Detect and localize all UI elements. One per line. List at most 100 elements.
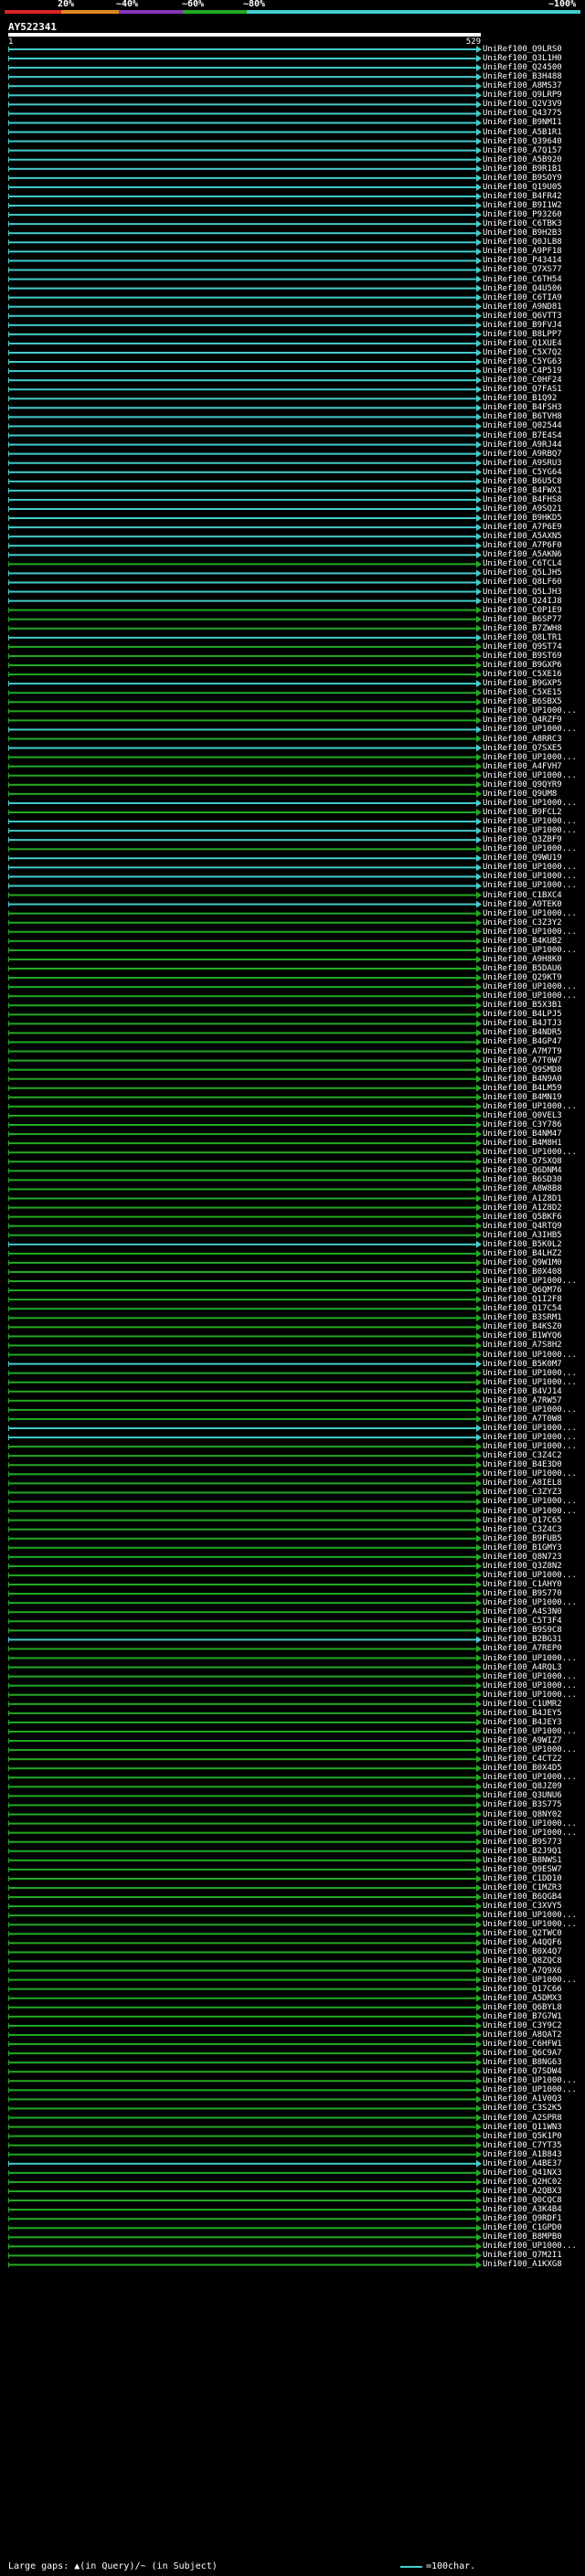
hit-alignment-bar[interactable]	[8, 112, 481, 115]
hit-label-link[interactable]: UniRef100_Q7SDW4	[483, 2067, 562, 2077]
hit-label-link[interactable]: UniRef100_A7REP0	[483, 1644, 562, 1654]
hit-alignment-bar[interactable]	[8, 2052, 481, 2055]
hit-alignment-bar[interactable]	[8, 821, 481, 823]
hit-label-link[interactable]: UniRef100_UP1000...	[483, 1469, 577, 1479]
hit-label-link[interactable]: UniRef100_UP1000...	[483, 1570, 577, 1580]
hit-label-link[interactable]: UniRef100_C3Y786	[483, 1120, 562, 1130]
hit-alignment-bar[interactable]	[8, 645, 481, 648]
hit-label-link[interactable]: UniRef100_C1BXC4	[483, 890, 562, 900]
hit-alignment-bar[interactable]	[8, 1105, 481, 1108]
hit-label-link[interactable]: UniRef100_Q24500	[483, 63, 562, 73]
hit-label-link[interactable]: UniRef100_B6QGB4	[483, 1892, 562, 1903]
hit-label-link[interactable]: UniRef100_C6TH54	[483, 274, 562, 284]
hit-label-link[interactable]: UniRef100_A4BE37	[483, 2158, 562, 2168]
hit-alignment-bar[interactable]	[8, 1877, 481, 1880]
hit-label-link[interactable]: UniRef100_A7S8H2	[483, 1341, 562, 1351]
hit-alignment-bar[interactable]	[8, 1546, 481, 1549]
hit-label-link[interactable]: UniRef100_B4N9A0	[483, 1074, 562, 1084]
hit-label-link[interactable]: UniRef100_Q2TWC0	[483, 1929, 562, 1939]
hit-label-link[interactable]: UniRef100_B4MN19	[483, 1092, 562, 1102]
hit-label-link[interactable]: UniRef100_UP1000...	[483, 817, 577, 827]
hit-label-link[interactable]: UniRef100_Q4RTQ9	[483, 1221, 562, 1231]
hit-alignment-bar[interactable]	[8, 535, 481, 538]
hit-alignment-bar[interactable]	[8, 1133, 481, 1136]
hit-alignment-bar[interactable]	[8, 673, 481, 676]
hit-alignment-bar[interactable]	[8, 223, 481, 226]
hit-alignment-bar[interactable]	[8, 2144, 481, 2147]
hit-label-link[interactable]: UniRef100_C3Z4C2	[483, 1451, 562, 1461]
hit-alignment-bar[interactable]	[8, 416, 481, 419]
hit-label-link[interactable]: UniRef100_A9H8K0	[483, 954, 562, 964]
hit-alignment-bar[interactable]	[8, 2254, 481, 2257]
hit-label-link[interactable]: UniRef100_UP1000...	[483, 706, 577, 716]
hit-alignment-bar[interactable]	[8, 1721, 481, 1723]
hit-alignment-bar[interactable]	[8, 1234, 481, 1236]
hit-label-link[interactable]: UniRef100_C6TIA9	[483, 292, 562, 302]
hit-label-link[interactable]: UniRef100_Q6BYL8	[483, 2002, 562, 2012]
hit-alignment-bar[interactable]	[8, 1087, 481, 1089]
hit-label-link[interactable]: UniRef100_B4FHS8	[483, 494, 562, 504]
hit-label-link[interactable]: UniRef100_Q3L1H0	[483, 54, 562, 64]
hit-label-link[interactable]: UniRef100_Q29KT9	[483, 973, 562, 983]
hit-label-link[interactable]: UniRef100_C5X7Q2	[483, 347, 562, 357]
hit-label-link[interactable]: UniRef100_Q5LJH3	[483, 587, 562, 597]
hit-label-link[interactable]: UniRef100_UP1000...	[483, 1671, 577, 1681]
hit-label-link[interactable]: UniRef100_B1WYQ6	[483, 1331, 562, 1341]
hit-alignment-bar[interactable]	[8, 1933, 481, 1935]
hit-alignment-bar[interactable]	[8, 370, 481, 373]
hit-alignment-bar[interactable]	[8, 1317, 481, 1320]
hit-label-link[interactable]: UniRef100_UP1000...	[483, 982, 577, 992]
hit-alignment-bar[interactable]	[8, 1555, 481, 1558]
hit-label-link[interactable]: UniRef100_Q8NY02	[483, 1809, 562, 1819]
hit-label-link[interactable]: UniRef100_Q19U05	[483, 182, 562, 192]
hit-label-link[interactable]: UniRef100_B1GMY3	[483, 1542, 562, 1553]
hit-alignment-bar[interactable]	[8, 1831, 481, 1834]
hit-label-link[interactable]: UniRef100_A1B843	[483, 2149, 562, 2159]
hit-alignment-bar[interactable]	[8, 122, 481, 124]
hit-label-link[interactable]: UniRef100_Q3Z8N2	[483, 1561, 562, 1571]
hit-alignment-bar[interactable]	[8, 1951, 481, 1954]
hit-label-link[interactable]: UniRef100_UP1000...	[483, 1148, 577, 1158]
hit-label-link[interactable]: UniRef100_UP1000...	[483, 2076, 577, 2086]
hit-alignment-bar[interactable]	[8, 2043, 481, 2046]
hit-label-link[interactable]: UniRef100_Q9ESW7	[483, 1864, 562, 1874]
hit-alignment-bar[interactable]	[8, 1564, 481, 1567]
hit-label-link[interactable]: UniRef100_Q7M2I1	[483, 2251, 562, 2261]
hit-label-link[interactable]: UniRef100_Q1I2F8	[483, 1295, 562, 1305]
hit-alignment-bar[interactable]	[8, 1326, 481, 1329]
hit-label-link[interactable]: UniRef100_B0X408	[483, 1267, 562, 1277]
hit-label-link[interactable]: UniRef100_P93260	[483, 210, 562, 220]
hit-label-link[interactable]: UniRef100_UP1000...	[483, 1911, 577, 1921]
hit-label-link[interactable]: UniRef100_UP1000...	[483, 872, 577, 882]
hit-label-link[interactable]: UniRef100_UP1000...	[483, 725, 577, 735]
hit-alignment-bar[interactable]	[8, 1969, 481, 1972]
hit-label-link[interactable]: UniRef100_Q5LJH5	[483, 568, 562, 578]
hit-label-link[interactable]: UniRef100_B0X4D5	[483, 1764, 562, 1774]
hit-alignment-bar[interactable]	[8, 618, 481, 620]
hit-label-link[interactable]: UniRef100_A8QAT2	[483, 2030, 562, 2040]
hit-label-link[interactable]: UniRef100_A7T0W7	[483, 1055, 562, 1065]
hit-label-link[interactable]: UniRef100_C5YG64	[483, 467, 562, 477]
hit-alignment-bar[interactable]	[8, 351, 481, 354]
hit-label-link[interactable]: UniRef100_C1MZR3	[483, 1883, 562, 1892]
hit-alignment-bar[interactable]	[8, 2263, 481, 2266]
hit-alignment-bar[interactable]	[8, 627, 481, 630]
hit-alignment-bar[interactable]	[8, 195, 481, 197]
hit-alignment-bar[interactable]	[8, 1611, 481, 1614]
hit-alignment-bar[interactable]	[8, 1602, 481, 1605]
hit-label-link[interactable]: UniRef100_A7P6E9	[483, 523, 562, 533]
hit-alignment-bar[interactable]	[8, 1629, 481, 1632]
hit-alignment-bar[interactable]	[8, 314, 481, 317]
hit-alignment-bar[interactable]	[8, 1280, 481, 1283]
hit-alignment-bar[interactable]	[8, 737, 481, 740]
hit-alignment-bar[interactable]	[8, 1151, 481, 1154]
hit-label-link[interactable]: UniRef100_UP1000...	[483, 991, 577, 1002]
hit-label-link[interactable]: UniRef100_A5B1R1	[483, 127, 562, 137]
hit-label-link[interactable]: UniRef100_Q6DNM4	[483, 1166, 562, 1176]
hit-label-link[interactable]: UniRef100_B8LPP7	[483, 329, 562, 339]
hit-alignment-bar[interactable]	[8, 2200, 481, 2202]
hit-label-link[interactable]: UniRef100_A9RJ44	[483, 440, 562, 450]
hit-alignment-bar[interactable]	[8, 508, 481, 510]
hit-label-link[interactable]: UniRef100_C0P1E9	[483, 605, 562, 615]
hit-alignment-bar[interactable]	[8, 2218, 481, 2221]
